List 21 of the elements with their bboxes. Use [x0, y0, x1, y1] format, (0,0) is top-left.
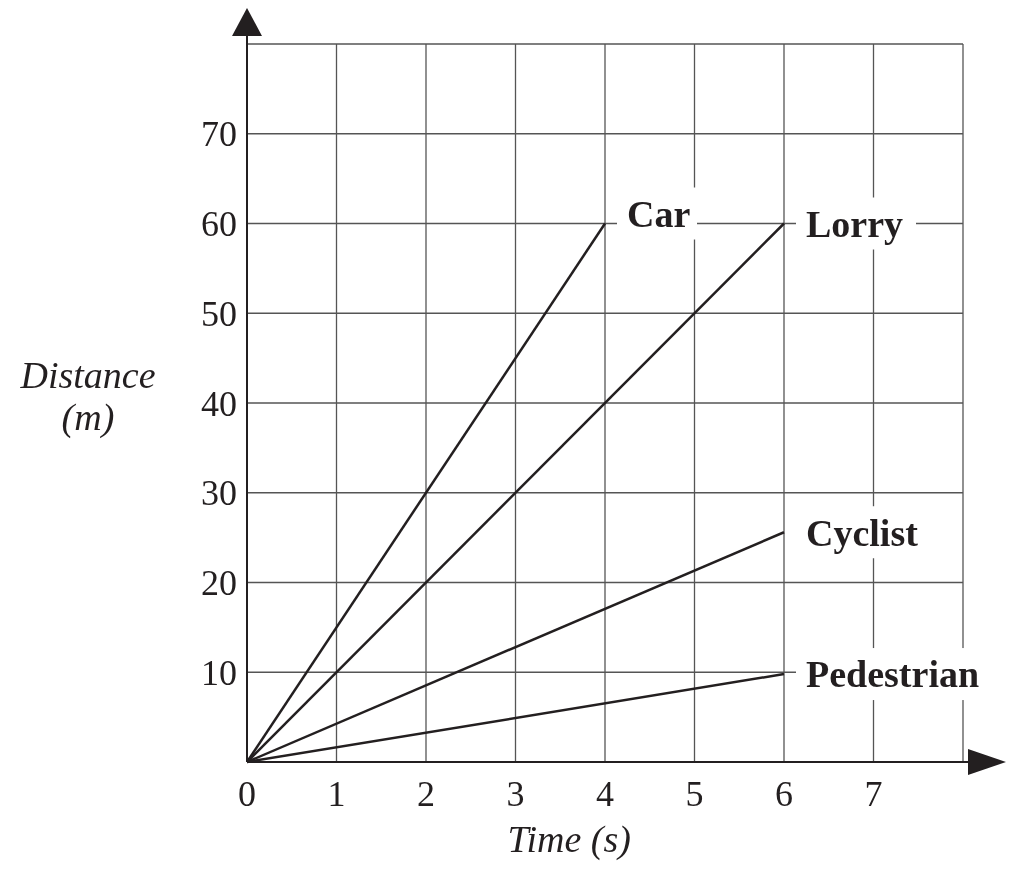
y-tick-label: 20	[201, 563, 237, 604]
y-tick-label: 30	[201, 473, 237, 514]
y-tick-label: 50	[201, 293, 237, 334]
x-tick-label: 4	[596, 774, 614, 814]
x-tick-label: 5	[685, 774, 704, 814]
y-axis-title: Distance (m)	[19, 354, 156, 439]
y-tick-label: 10	[201, 652, 237, 693]
y-tick-label: 60	[201, 204, 237, 245]
x-tick-label: 1	[327, 774, 346, 814]
x-tick-label: 7	[864, 774, 883, 814]
y-tick-label: 70	[201, 114, 237, 155]
series-label: Pedestrian	[806, 653, 980, 696]
x-tick-label: 2	[417, 774, 435, 814]
x-tick-label: 3	[506, 774, 525, 814]
x-tick-label: 0	[238, 774, 256, 814]
series-label: Cyclist	[806, 511, 919, 554]
x-tick-label: 6	[775, 774, 793, 814]
series-label: Car	[627, 192, 691, 235]
y-tick-label: 40	[201, 383, 237, 424]
series-label: Lorry	[806, 202, 904, 245]
x-axis-title: Time (s)	[507, 818, 631, 861]
